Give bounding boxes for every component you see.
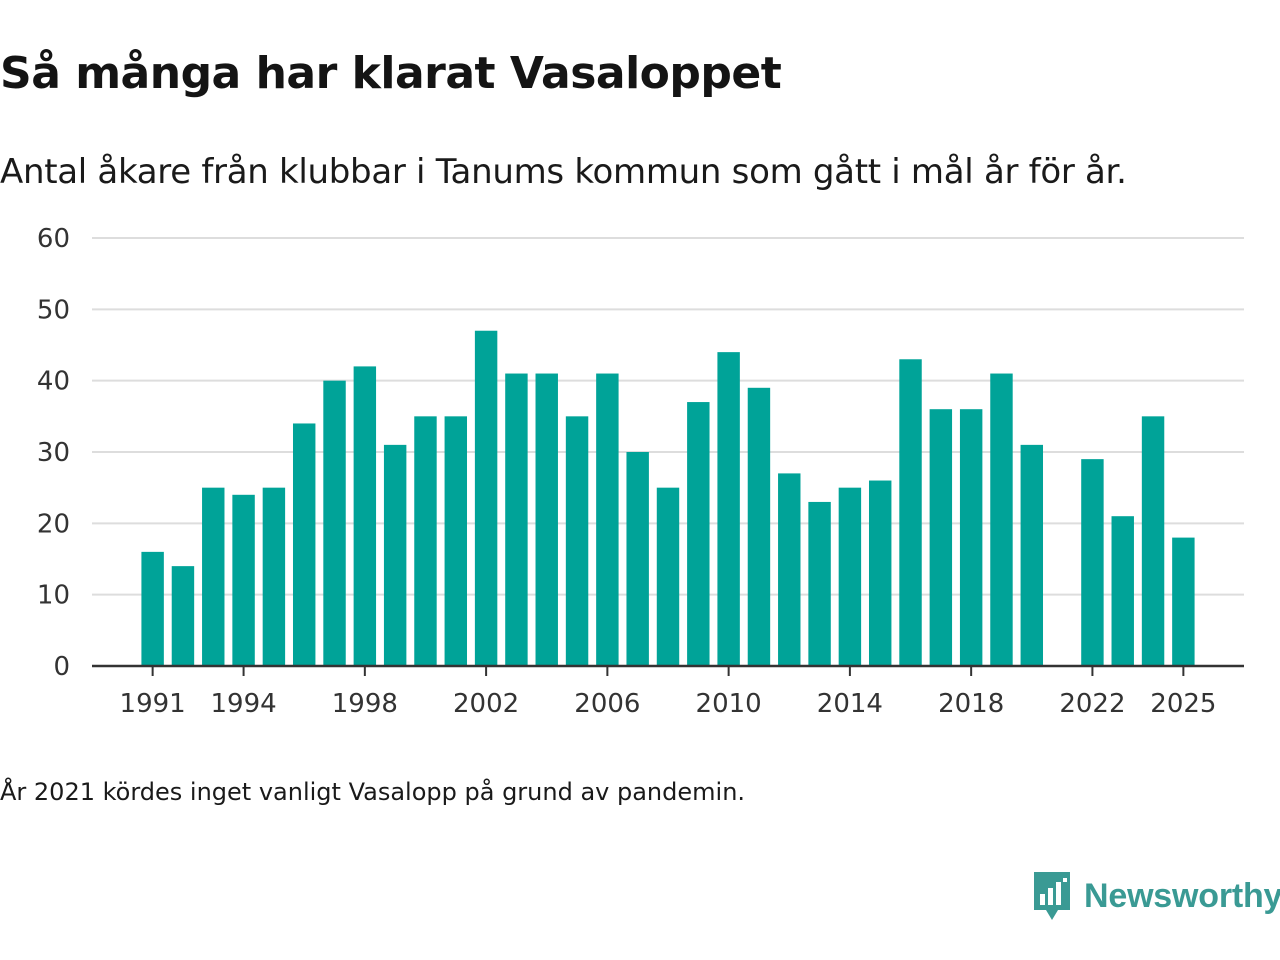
y-tick-label: 60 <box>37 224 70 254</box>
footnote: År 2021 kördes inget vanligt Vasalopp på… <box>0 778 746 806</box>
y-tick-label: 30 <box>37 438 70 468</box>
brand-name: Newsworthy <box>1084 876 1280 915</box>
bar-2006: 2006: 41 <box>596 373 619 666</box>
x-tick-label: 2002 <box>453 689 519 719</box>
bar-2009: 2009: 37 <box>687 402 710 666</box>
y-tick-label: 20 <box>37 509 70 539</box>
bar-1994: 1994: 24 <box>232 494 255 666</box>
y-tick-label: 10 <box>37 581 70 611</box>
chart-title: Så många har klarat Vasaloppet <box>0 48 782 99</box>
bar-1993: 1993: 25 <box>202 487 225 666</box>
bar-2016: 2016: 43 <box>899 359 922 666</box>
bar-2002: 2002: 47 <box>474 330 498 666</box>
x-tick-label: 2014 <box>817 689 883 719</box>
brand-logo[interactable]: Newsworthy <box>1032 870 1280 922</box>
bars: 1991: 16 1992: 14 1993: 25 1994: 24 1995: 25… <box>141 330 1195 666</box>
x-tick-label: 2010 <box>696 689 762 719</box>
bar-2010: 2010: 44 <box>717 352 740 666</box>
bar-2019: 2019: 41 <box>990 373 1013 666</box>
y-tick-label: 40 <box>37 367 70 397</box>
bar-2000: 2000: 35 <box>414 416 437 666</box>
x-tick-label: 2018 <box>938 689 1004 719</box>
bar-2004: 2004: 41 <box>535 373 558 666</box>
bar-1995: 1995: 25 <box>262 487 286 666</box>
bar-2012: 2012: 27 <box>778 473 801 666</box>
bar-1997: 1997: 40 <box>323 380 346 666</box>
bar-1992: 1992: 14 <box>171 566 195 666</box>
bar-1996: 1996: 34 <box>292 423 316 666</box>
y-tick-label: 0 <box>53 652 70 682</box>
bar-2023: 2023: 21 <box>1111 516 1134 666</box>
bar-2017: 2017: 36 <box>929 409 953 666</box>
bar-2025: 2025: 18 <box>1172 537 1195 666</box>
bar-1991: 1991: 16 <box>141 551 164 666</box>
bar-2024: 2024: 35 <box>1141 416 1165 666</box>
axes: 0 10 20 30 40 50 60 1991 1994 1998 2002 2006 2010 201… <box>37 224 1244 719</box>
bar-2022: 2022: 29 <box>1081 459 1104 666</box>
y-tick-label: 50 <box>37 295 70 325</box>
bar-2007: 2007: 30 <box>626 452 649 666</box>
chart-subtitle: Antal åkare från klubbar i Tanums kommun… <box>0 152 1127 192</box>
bar-2003: 2003: 41 <box>505 373 528 666</box>
bar-1998: 1998: 42 <box>353 366 377 666</box>
bar-2011: 2011: 39 <box>747 387 771 666</box>
x-tick-label: 1998 <box>332 689 398 719</box>
bar-chart: 1991: 16 1992: 14 1993: 25 1994: 24 1995: 25… <box>37 224 1244 719</box>
x-tick-label: 2022 <box>1059 689 1125 719</box>
bar-2013: 2013: 23 <box>808 501 831 666</box>
bar-1999: 1999: 31 <box>383 444 407 666</box>
bar-2020: 2020: 31 <box>1020 444 1044 666</box>
bar-2001: 2001: 35 <box>444 416 468 666</box>
x-tick-label: 2006 <box>574 689 640 719</box>
x-tick-label: 1994 <box>210 689 276 719</box>
bar-2015: 2015: 26 <box>868 480 892 666</box>
bar-2005: 2005: 35 <box>565 416 589 666</box>
x-tick-label: 1991 <box>120 689 186 719</box>
x-tick-label: 2025 <box>1150 689 1216 719</box>
bar-2008: 2008: 25 <box>656 487 680 666</box>
bar-2018: 2018: 36 <box>959 409 983 666</box>
newsworthy-icon <box>1034 872 1070 920</box>
bar-2014: 2014: 25 <box>838 487 862 666</box>
